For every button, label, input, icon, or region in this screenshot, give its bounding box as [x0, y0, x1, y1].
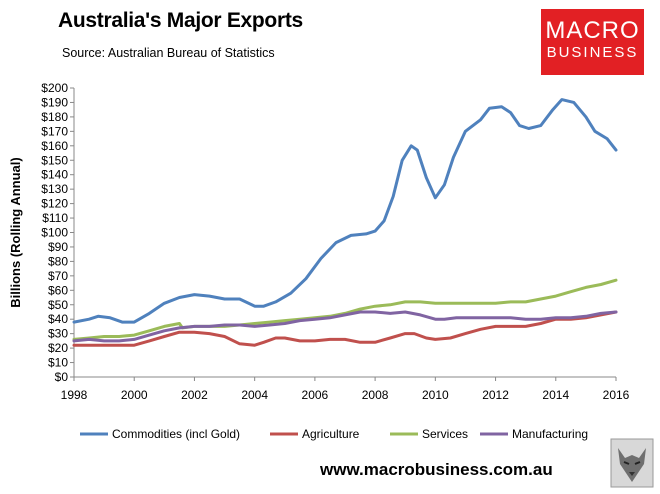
- y-axis-label-group: Billions (Rolling Annual): [8, 157, 23, 307]
- macrobusiness-logo: MACRO BUSINESS: [541, 9, 644, 75]
- y-tick-label: $10: [48, 356, 68, 370]
- y-tick-label: $0: [55, 370, 69, 384]
- y-tick-label: $200: [41, 81, 68, 95]
- x-tick-label: 2000: [121, 388, 148, 402]
- chart-source: Source: Australian Bureau of Statistics: [62, 46, 275, 60]
- wolf-logo-icon: [610, 438, 654, 488]
- series-group: [72, 98, 618, 347]
- y-tick-label: $120: [41, 197, 68, 211]
- y-tick-label: $190: [41, 95, 68, 109]
- x-tick-label: 1998: [61, 388, 88, 402]
- legend-label: Commodities (incl Gold): [112, 427, 240, 441]
- x-tick-label: 2008: [362, 388, 389, 402]
- x-tick-label: 2010: [422, 388, 449, 402]
- y-tick-label: $80: [48, 254, 68, 268]
- x-tick-label: 2006: [302, 388, 329, 402]
- logo-line1: MACRO: [545, 17, 640, 44]
- series-line-2: [72, 310, 618, 347]
- y-tick-label: $170: [41, 124, 68, 138]
- x-tick-label: 2012: [482, 388, 509, 402]
- y-tick-label: $140: [41, 168, 68, 182]
- y-tick-label: $50: [48, 298, 68, 312]
- legend-label: Agriculture: [302, 427, 360, 441]
- legend-label: Manufacturing: [512, 427, 588, 441]
- y-tick-label: $90: [48, 240, 68, 254]
- y-tick-label: $160: [41, 139, 68, 153]
- x-tick-label: 2002: [181, 388, 208, 402]
- y-tick-label: $70: [48, 269, 68, 283]
- y-tick-label: $180: [41, 110, 68, 124]
- x-tick-label: 2016: [603, 388, 630, 402]
- y-tick-label: $40: [48, 312, 68, 326]
- y-tick-label: $30: [48, 327, 68, 341]
- y-tick-label: $100: [41, 226, 68, 240]
- series-line-1: [72, 98, 618, 324]
- footer-url: www.macrobusiness.com.au: [320, 460, 553, 479]
- y-tick-label: $60: [48, 283, 68, 297]
- y-tick-label: $130: [41, 182, 68, 196]
- legend: Commodities (incl Gold) Agriculture Servic…: [80, 427, 588, 441]
- legend-label: Services: [422, 427, 468, 441]
- series-line-4: [72, 310, 618, 343]
- y-tick-label: $150: [41, 153, 68, 167]
- x-tick-label: 2014: [542, 388, 569, 402]
- y-axis-title: Billions (Rolling Annual): [8, 157, 23, 307]
- x-tick-label: 2004: [241, 388, 268, 402]
- chart-title: Australia's Major Exports: [58, 9, 303, 32]
- y-tick-label: $110: [42, 211, 68, 225]
- y-tick-label: $20: [48, 341, 68, 355]
- axes: $0$10$20$30$40$50$60$70$80$90$100$110$12…: [41, 81, 629, 402]
- logo-line2: BUSINESS: [546, 44, 639, 61]
